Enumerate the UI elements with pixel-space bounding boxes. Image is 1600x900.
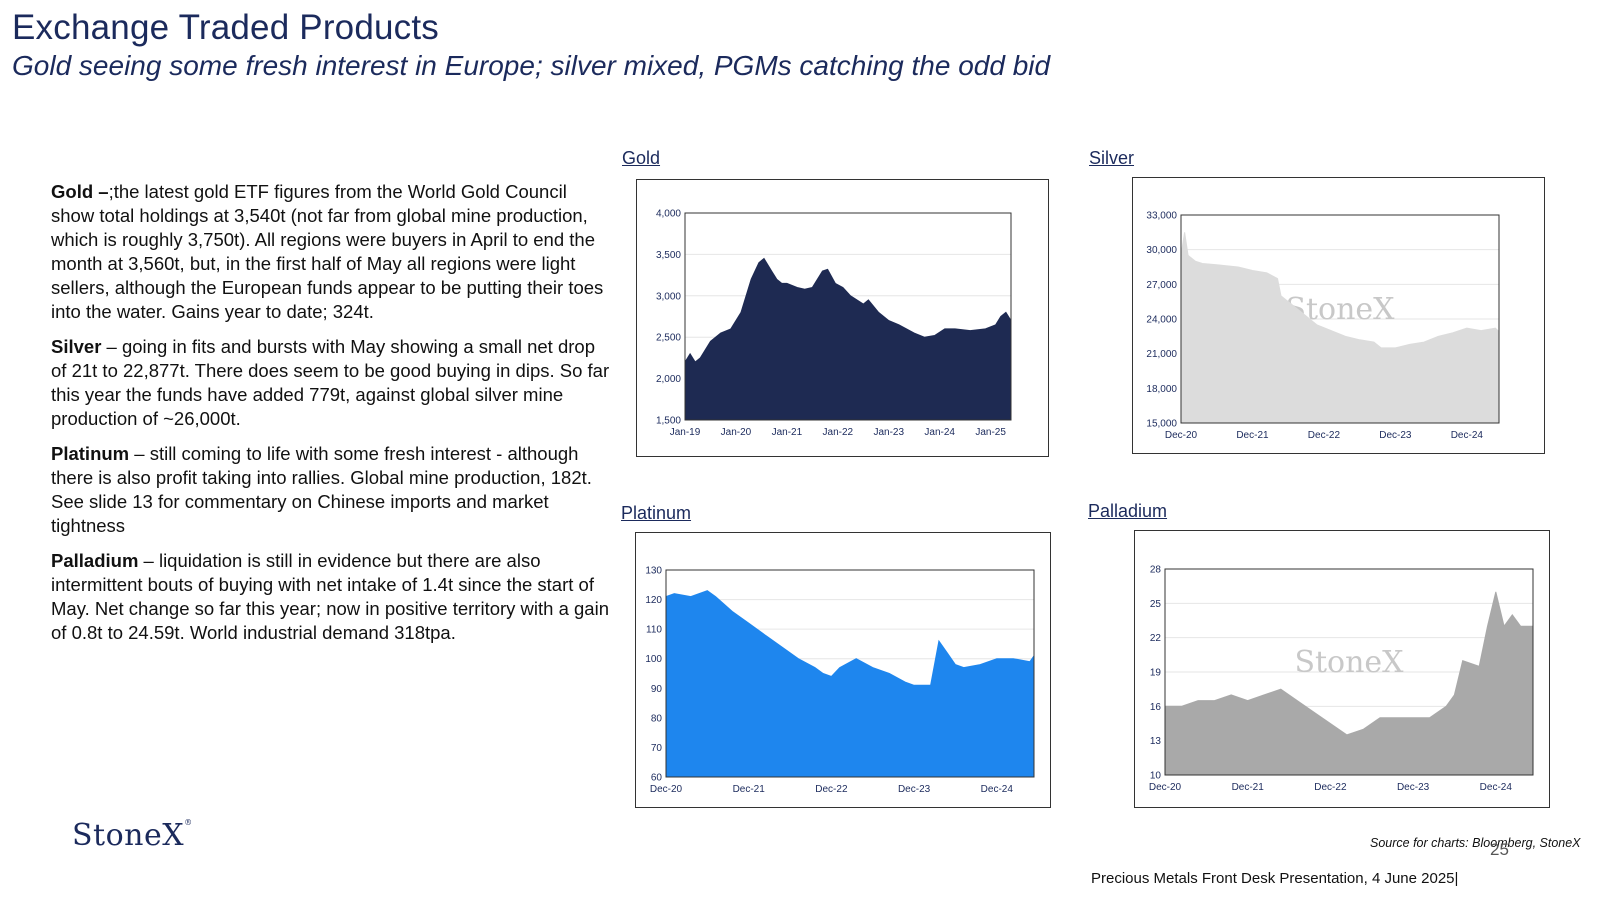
platinum-y-tick-label: 120 [645, 595, 662, 606]
platinum-y-tick-label: 60 [651, 773, 663, 784]
silver-text: – going in fits and bursts with May show… [51, 336, 610, 429]
gold-plot-frame [684, 212, 1012, 421]
palladium-lead: Palladium [51, 550, 139, 571]
gold-x-tick-label: Jan-24 [924, 427, 955, 438]
page-number: 25 [1490, 840, 1509, 859]
platinum-paragraph: Platinum – still coming to life with som… [51, 442, 611, 538]
silver-y-tick-label: 27,000 [1146, 280, 1177, 291]
gold-x-tick-label: Jan-21 [772, 427, 803, 438]
gold-text: ;the latest gold ETF figures from the Wo… [51, 181, 604, 322]
platinum-chart-title: Platinum [621, 503, 692, 523]
gold-chart: 4,000 3,500 3,000 2,500 2,000 1,500 Jan-19 Jan-… [636, 179, 1049, 457]
palladium-chart-title: Palladium [1088, 501, 1168, 521]
palladium-x-tick-label: Dec-24 [1480, 782, 1513, 793]
palladium-x-tick-label: Dec-23 [1397, 782, 1430, 793]
platinum-y-tick-label: 130 [645, 566, 662, 577]
gold-x-tick-label: Jan-25 [975, 427, 1006, 438]
silver-plot-frame [1180, 214, 1500, 424]
platinum-x-tick-label: Dec-22 [815, 784, 848, 795]
silver-x-tick-label: Dec-21 [1236, 430, 1269, 441]
platinum-x-tick-label: Dec-24 [981, 784, 1014, 795]
silver-chart-svg: 33,000 30,000 27,000 24,000 21,000 18,000 15,0… [1146, 211, 1500, 441]
palladium-y-tick-label: 16 [1150, 702, 1162, 713]
palladium-paragraph: Palladium – liquidation is still in evid… [51, 549, 611, 645]
palladium-y-tick-label: 10 [1150, 771, 1162, 782]
source-note: Source for charts: Bloomberg, StoneX [1370, 836, 1581, 850]
gold-y-tick-label: 1,500 [656, 416, 681, 427]
platinum-y-tick-label: 110 [646, 625, 662, 636]
silver-y-tick-label: 33,000 [1146, 211, 1177, 222]
palladium-y-tick-label: 13 [1150, 736, 1162, 747]
platinum-plot-frame [665, 569, 1035, 778]
gold-y-tick-label: 3,500 [656, 250, 681, 261]
gold-y-tick-label: 2,000 [656, 374, 681, 385]
platinum-chart: 130 120 110 100 90 80 70 60 Dec-20 Dec-21 Dec-22 De… [635, 532, 1051, 808]
gold-x-tick-label: Jan-20 [721, 427, 752, 438]
silver-paragraph: Silver – going in fits and bursts with M… [51, 335, 611, 431]
palladium-y-tick-label: 28 [1150, 565, 1162, 576]
silver-chart-title: Silver [1089, 148, 1135, 168]
platinum-y-tick-label: 100 [645, 654, 662, 665]
gold-x-tick-label: Jan-22 [823, 427, 854, 438]
silver-x-tick-label: Dec-24 [1451, 430, 1484, 441]
gold-y-tick-label: 2,500 [656, 333, 681, 344]
palladium-x-tick-label: Dec-22 [1314, 782, 1347, 793]
silver-y-tick-label: 21,000 [1146, 349, 1177, 360]
silver-chart: 33,000 30,000 27,000 24,000 21,000 18,000 15,0… [1132, 177, 1545, 454]
page-title: Exchange Traded Products [12, 8, 440, 47]
palladium-y-tick-label: 22 [1150, 633, 1162, 644]
palladium-text: – liquidation is still in evidence but t… [51, 550, 609, 643]
platinum-y-tick-label: 90 [651, 684, 663, 695]
platinum-text: – still coming to life with some fresh i… [51, 443, 592, 536]
palladium-y-tick-label: 19 [1150, 668, 1162, 679]
platinum-lead: Platinum [51, 443, 130, 464]
silver-x-tick-label: Dec-22 [1308, 430, 1341, 441]
palladium-chart: 28 25 22 19 16 13 10 StoneX Dec-20 Dec-21 Dec-22 De… [1134, 530, 1550, 808]
silver-y-tick-label: 30,000 [1146, 245, 1177, 256]
gold-paragraph: Gold –;the latest gold ETF figures from … [51, 180, 611, 324]
gold-y-tick-label: 3,000 [656, 291, 681, 302]
gold-y-tick-label: 4,000 [656, 209, 681, 220]
footer-text: Precious Metals Front Desk Presentation,… [1091, 870, 1459, 887]
platinum-x-tick-label: Dec-23 [898, 784, 931, 795]
gold-area-series [684, 257, 1012, 421]
page-subtitle: Gold seeing some fresh interest in Europ… [12, 50, 1051, 81]
palladium-y-tick-label: 25 [1150, 599, 1162, 610]
silver-area-series [1180, 232, 1500, 424]
stonex-logo: StoneX® [72, 818, 193, 853]
commentary: Gold –;the latest gold ETF figures from … [51, 180, 611, 656]
gold-x-tick-label: Jan-23 [873, 427, 904, 438]
silver-y-tick-label: 24,000 [1146, 315, 1177, 326]
logo-text: StoneX [72, 818, 185, 853]
palladium-area-series [1164, 591, 1534, 776]
silver-x-tick-label: Dec-20 [1165, 430, 1198, 441]
gold-x-tick-label: Jan-19 [670, 427, 701, 438]
silver-y-tick-label: 15,000 [1146, 419, 1177, 430]
logo-registered-mark: ® [184, 818, 193, 827]
platinum-y-tick-label: 70 [651, 743, 663, 754]
platinum-area-series [665, 590, 1035, 778]
palladium-plot-frame [1164, 568, 1534, 776]
silver-lead: Silver [51, 336, 102, 357]
palladium-watermark: StoneX [1294, 645, 1404, 680]
platinum-x-tick-label: Dec-21 [733, 784, 766, 795]
gold-chart-title: Gold [622, 148, 661, 168]
platinum-y-tick-label: 80 [651, 713, 663, 724]
silver-y-tick-label: 18,000 [1146, 384, 1177, 395]
palladium-x-tick-label: Dec-21 [1232, 782, 1265, 793]
palladium-x-tick-label: Dec-20 [1149, 782, 1182, 793]
platinum-x-tick-label: Dec-20 [650, 784, 683, 795]
silver-x-tick-label: Dec-23 [1379, 430, 1412, 441]
palladium-chart-svg: 28 25 22 19 16 13 10 StoneX Dec-20 Dec-21 Dec-22 De… [1149, 565, 1534, 793]
gold-lead: Gold – [51, 181, 109, 202]
